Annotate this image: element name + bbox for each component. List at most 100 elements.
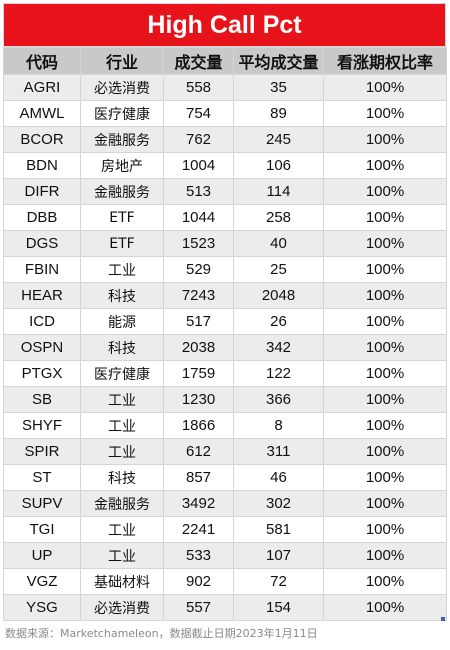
cell-call-ratio[interactable]: 100% [323, 386, 447, 413]
cell-code[interactable]: SB [3, 386, 81, 413]
cell-avg-volume[interactable]: 342 [233, 334, 324, 361]
cell-code[interactable]: BDN [3, 152, 81, 179]
cell-avg-volume[interactable]: 35 [233, 74, 324, 101]
cell-code[interactable]: OSPN [3, 334, 81, 361]
cell-industry[interactable]: 房地产 [80, 152, 164, 179]
cell-code[interactable]: DIFR [3, 178, 81, 205]
cell-avg-volume[interactable]: 581 [233, 516, 324, 543]
cell-avg-volume[interactable]: 46 [233, 464, 324, 491]
cell-volume[interactable]: 1523 [163, 230, 234, 257]
cell-avg-volume[interactable]: 258 [233, 204, 324, 231]
cell-code[interactable]: UP [3, 542, 81, 569]
cell-industry[interactable]: 医疗健康 [80, 100, 164, 127]
cell-volume[interactable]: 1759 [163, 360, 234, 387]
cell-avg-volume[interactable]: 154 [233, 594, 324, 621]
cell-call-ratio[interactable]: 100% [323, 74, 447, 101]
cell-code[interactable]: SUPV [3, 490, 81, 517]
cell-code[interactable]: FBIN [3, 256, 81, 283]
cell-volume[interactable]: 529 [163, 256, 234, 283]
cell-call-ratio[interactable]: 100% [323, 204, 447, 231]
cell-call-ratio[interactable]: 100% [323, 490, 447, 517]
cell-code[interactable]: YSG [3, 594, 81, 621]
cell-industry[interactable]: 必选消费 [80, 594, 164, 621]
cell-volume[interactable]: 3492 [163, 490, 234, 517]
cell-avg-volume[interactable]: 26 [233, 308, 324, 335]
cell-avg-volume[interactable]: 302 [233, 490, 324, 517]
cell-industry[interactable]: 工业 [80, 438, 164, 465]
cell-call-ratio[interactable]: 100% [323, 308, 447, 335]
cell-industry[interactable]: 医疗健康 [80, 360, 164, 387]
cell-call-ratio[interactable]: 100% [323, 360, 447, 387]
cell-avg-volume[interactable]: 107 [233, 542, 324, 569]
cell-industry[interactable]: 基础材料 [80, 568, 164, 595]
cell-industry[interactable]: 科技 [80, 334, 164, 361]
cell-industry[interactable]: 金融服务 [80, 178, 164, 205]
cell-avg-volume[interactable]: 245 [233, 126, 324, 153]
cell-industry[interactable]: 必选消费 [80, 74, 164, 101]
cell-volume[interactable]: 1044 [163, 204, 234, 231]
cell-avg-volume[interactable]: 40 [233, 230, 324, 257]
cell-industry[interactable]: 工业 [80, 412, 164, 439]
cell-volume[interactable]: 517 [163, 308, 234, 335]
cell-call-ratio[interactable]: 100% [323, 256, 447, 283]
cell-call-ratio[interactable]: 100% [323, 230, 447, 257]
cell-volume[interactable]: 533 [163, 542, 234, 569]
cell-code[interactable]: SPIR [3, 438, 81, 465]
cell-volume[interactable]: 857 [163, 464, 234, 491]
cell-code[interactable]: HEAR [3, 282, 81, 309]
cell-code[interactable]: AGRI [3, 74, 81, 101]
cell-avg-volume[interactable]: 122 [233, 360, 324, 387]
cell-call-ratio[interactable]: 100% [323, 100, 447, 127]
cell-call-ratio[interactable]: 100% [323, 334, 447, 361]
cell-volume[interactable]: 513 [163, 178, 234, 205]
cell-avg-volume[interactable]: 89 [233, 100, 324, 127]
cell-volume[interactable]: 2038 [163, 334, 234, 361]
cell-industry[interactable]: 工业 [80, 386, 164, 413]
cell-industry[interactable]: 工业 [80, 542, 164, 569]
cell-industry[interactable]: 能源 [80, 308, 164, 335]
cell-volume[interactable]: 902 [163, 568, 234, 595]
cell-call-ratio[interactable]: 100% [323, 438, 447, 465]
cell-industry[interactable]: 科技 [80, 282, 164, 309]
cell-volume[interactable]: 1866 [163, 412, 234, 439]
cell-call-ratio[interactable]: 100% [323, 542, 447, 569]
cell-volume[interactable]: 762 [163, 126, 234, 153]
cell-volume[interactable]: 558 [163, 74, 234, 101]
cell-industry[interactable]: 工业 [80, 516, 164, 543]
cell-code[interactable]: SHYF [3, 412, 81, 439]
cell-call-ratio[interactable]: 100% [323, 126, 447, 153]
cell-industry[interactable]: ETF [80, 230, 164, 257]
cell-volume[interactable]: 557 [163, 594, 234, 621]
cell-avg-volume[interactable]: 366 [233, 386, 324, 413]
cell-volume[interactable]: 612 [163, 438, 234, 465]
cell-code[interactable]: BCOR [3, 126, 81, 153]
cell-avg-volume[interactable]: 2048 [233, 282, 324, 309]
cell-code[interactable]: DGS [3, 230, 81, 257]
cell-industry[interactable]: 工业 [80, 256, 164, 283]
cell-call-ratio[interactable]: 100% [323, 464, 447, 491]
fill-handle[interactable] [441, 617, 445, 621]
cell-industry[interactable]: 金融服务 [80, 126, 164, 153]
cell-volume[interactable]: 1230 [163, 386, 234, 413]
cell-call-ratio[interactable]: 100% [323, 594, 447, 621]
cell-call-ratio[interactable]: 100% [323, 568, 447, 595]
cell-code[interactable]: PTGX [3, 360, 81, 387]
cell-code[interactable]: VGZ [3, 568, 81, 595]
cell-industry[interactable]: 金融服务 [80, 490, 164, 517]
cell-avg-volume[interactable]: 106 [233, 152, 324, 179]
cell-code[interactable]: DBB [3, 204, 81, 231]
cell-code[interactable]: TGI [3, 516, 81, 543]
cell-code[interactable]: AMWL [3, 100, 81, 127]
cell-call-ratio[interactable]: 100% [323, 412, 447, 439]
cell-volume[interactable]: 754 [163, 100, 234, 127]
cell-volume[interactable]: 1004 [163, 152, 234, 179]
cell-volume[interactable]: 2241 [163, 516, 234, 543]
cell-avg-volume[interactable]: 311 [233, 438, 324, 465]
cell-call-ratio[interactable]: 100% [323, 178, 447, 205]
cell-avg-volume[interactable]: 25 [233, 256, 324, 283]
cell-call-ratio[interactable]: 100% [323, 516, 447, 543]
cell-avg-volume[interactable]: 114 [233, 178, 324, 205]
cell-industry[interactable]: 科技 [80, 464, 164, 491]
cell-avg-volume[interactable]: 8 [233, 412, 324, 439]
cell-volume[interactable]: 7243 [163, 282, 234, 309]
